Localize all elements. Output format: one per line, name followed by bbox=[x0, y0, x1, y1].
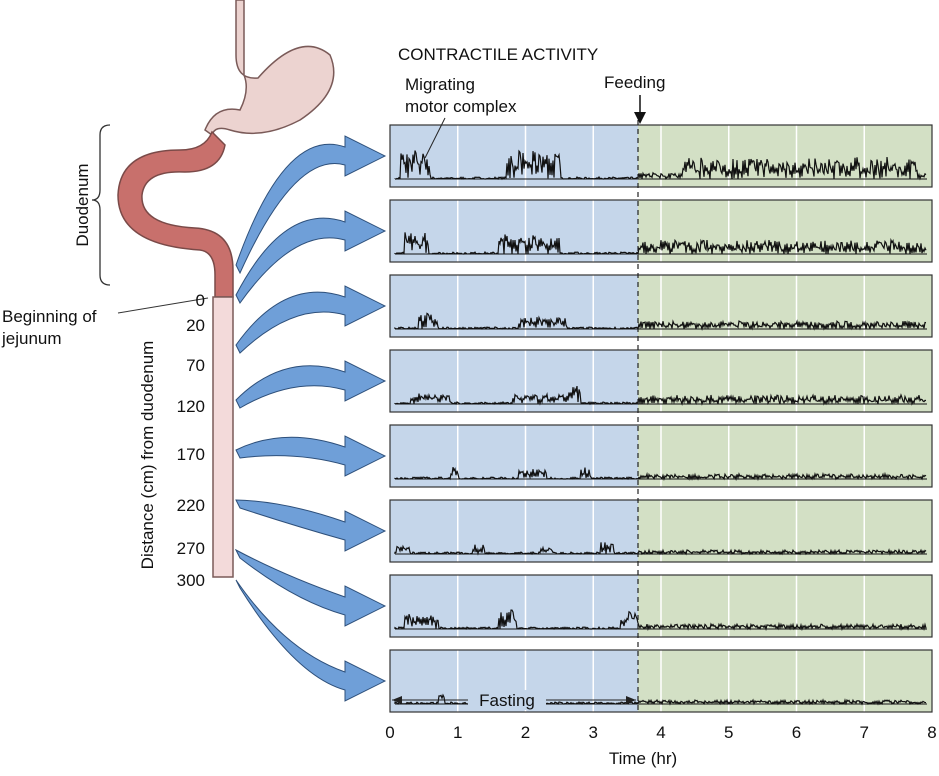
trace bbox=[394, 385, 927, 406]
panel-frame bbox=[389, 349, 933, 413]
arrow bbox=[235, 210, 387, 304]
panel-frame bbox=[389, 499, 933, 563]
title: CONTRACTILE ACTIVITY bbox=[398, 45, 598, 64]
panels: 0 1 2 3 4 5 6 7 8 bbox=[385, 120, 937, 742]
distance-label: 220 bbox=[177, 496, 205, 515]
pointer bbox=[424, 117, 446, 159]
fed-bg bbox=[638, 125, 932, 187]
panel-frame bbox=[389, 424, 933, 488]
fed-bg bbox=[638, 425, 932, 487]
distance-label: 0 bbox=[196, 291, 205, 310]
x-tick-label: 5 bbox=[724, 723, 733, 742]
panel-frame bbox=[389, 574, 933, 638]
arrow bbox=[235, 579, 387, 702]
jejunum-label: jejunum bbox=[1, 329, 62, 348]
pointer bbox=[117, 297, 209, 314]
fasting-bg bbox=[468, 690, 546, 710]
x-tick-label: 2 bbox=[521, 723, 530, 742]
stomach bbox=[204, 0, 335, 137]
feeding-arrowhead bbox=[634, 112, 646, 124]
fasting-label: Fasting bbox=[479, 691, 535, 710]
fasting-bg bbox=[390, 200, 638, 262]
distance-label: 70 bbox=[186, 356, 205, 375]
fasting-bg bbox=[390, 575, 638, 637]
x-tick-label: 4 bbox=[656, 723, 665, 742]
x-tick-label: 6 bbox=[792, 723, 801, 742]
arrow bbox=[235, 135, 387, 275]
feeding-label: Feeding bbox=[604, 73, 665, 92]
x-tick-label: 3 bbox=[589, 723, 598, 742]
fasting-bg bbox=[390, 425, 638, 487]
mmc-label: Migrating bbox=[405, 75, 475, 94]
distance-title: Distance (cm) from duodenum bbox=[138, 341, 157, 570]
trace bbox=[394, 466, 927, 482]
distance-label: 120 bbox=[177, 397, 205, 416]
jejunum-tube bbox=[212, 296, 234, 578]
arrow bbox=[234, 548, 387, 627]
fasting-bg bbox=[390, 275, 638, 337]
mmc-label: motor complex bbox=[405, 97, 517, 116]
distance-label: 170 bbox=[177, 445, 205, 464]
trace bbox=[394, 609, 927, 632]
duodenum bbox=[117, 130, 234, 298]
panel-frame bbox=[389, 199, 933, 263]
distance-label: 20 bbox=[186, 316, 205, 335]
fed-bg bbox=[638, 200, 932, 262]
arrow bbox=[235, 360, 387, 409]
x-tick-label: 8 bbox=[927, 723, 936, 742]
duodenum-bracket bbox=[91, 124, 111, 286]
fed-bg bbox=[638, 275, 932, 337]
distance-label: 270 bbox=[177, 539, 205, 558]
panel-frame bbox=[389, 124, 933, 188]
trace bbox=[394, 312, 927, 331]
x-tick-label: 7 bbox=[860, 723, 869, 742]
duodenum-label: Duodenum bbox=[73, 163, 92, 246]
x-tick-label: 1 bbox=[453, 723, 462, 742]
panel-frame bbox=[389, 274, 933, 338]
x-axis-title: Time (hr) bbox=[609, 749, 677, 768]
arrow bbox=[235, 499, 387, 552]
panel-frame bbox=[389, 649, 933, 713]
fed-bg bbox=[638, 650, 932, 712]
jejunum-label: Beginning of bbox=[2, 307, 97, 326]
distance-labels: 0 20 70 120 170 220 270 300 bbox=[177, 291, 205, 590]
arrow bbox=[235, 285, 387, 354]
arrow bbox=[235, 435, 387, 477]
arrows bbox=[234, 135, 387, 702]
x-tick-label: 0 bbox=[385, 723, 394, 742]
distance-label: 300 bbox=[177, 571, 205, 590]
fasting-bg bbox=[390, 500, 638, 562]
